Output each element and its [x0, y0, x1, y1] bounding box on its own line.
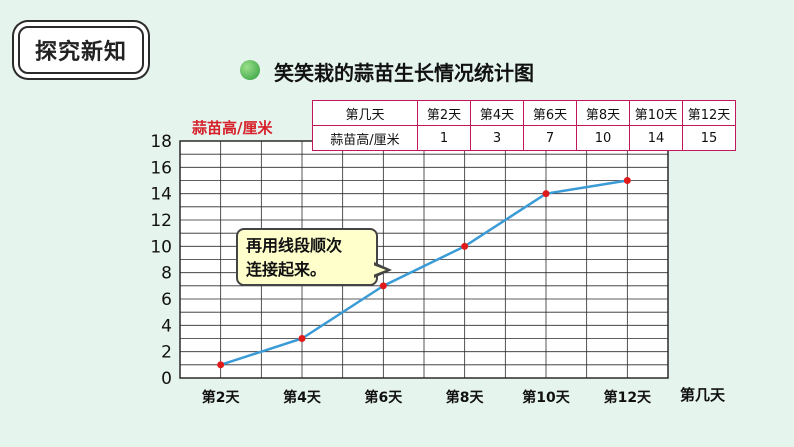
table-cell-height: 15: [682, 125, 736, 151]
y-tick-label: 10: [150, 237, 172, 257]
table-cell-height: 10: [576, 125, 630, 151]
y-tick-label: 6: [161, 290, 172, 310]
x-tick-label: 第2天: [202, 389, 241, 406]
y-tick-label: 12: [150, 211, 172, 231]
table-cell-day: 第4天: [470, 100, 524, 126]
y-tick-label: 16: [150, 158, 172, 178]
chart-title: 笑笑栽的蒜苗生长情况统计图: [274, 61, 534, 85]
table-cell-height: 3: [470, 125, 524, 151]
y-tick-label: 4: [161, 316, 172, 336]
x-tick-label: 第10天: [522, 389, 570, 406]
table-header-height: 蒜苗高/厘米: [312, 125, 418, 151]
speech-bubble: 再用线段顺次 连接起来。: [236, 228, 378, 286]
x-axis-label: 第几天: [680, 386, 726, 404]
section-badge: 探究新知: [18, 26, 144, 74]
y-tick-label: 14: [150, 185, 172, 205]
table-row: 第几天 第2天 第4天 第6天 第8天 第10天 第12天: [312, 100, 736, 126]
title-bullet-icon: [240, 60, 260, 80]
x-tick-label: 第8天: [446, 389, 485, 406]
data-point: [379, 282, 387, 290]
data-point: [298, 335, 306, 342]
table-cell-day: 第8天: [576, 100, 630, 126]
table-cell-height: 1: [417, 125, 471, 151]
y-tick-label: 2: [161, 343, 172, 363]
speech-bubble-line: 连接起来。: [246, 260, 327, 279]
table-cell-day: 第12天: [682, 100, 736, 126]
table-row: 蒜苗高/厘米 1 3 7 10 14 15: [312, 125, 736, 151]
y-tick-label: 8: [161, 264, 172, 284]
table-cell-height: 7: [523, 125, 577, 151]
table-cell-height: 14: [629, 125, 683, 151]
y-axis-label: 蒜苗高/厘米: [192, 119, 273, 137]
data-point: [461, 242, 469, 250]
data-point: [623, 177, 631, 184]
table-header-day: 第几天: [312, 100, 418, 126]
data-table: 第几天 第2天 第4天 第6天 第8天 第10天 第12天 蒜苗高/厘米 1 3…: [312, 100, 736, 151]
x-tick-label: 第6天: [364, 389, 403, 406]
speech-bubble-line: 再用线段顺次: [246, 236, 343, 255]
table-cell-day: 第2天: [417, 100, 471, 126]
y-tick-label: 18: [150, 132, 172, 152]
data-point: [217, 361, 225, 369]
series-line: [220, 179, 628, 367]
speech-bubble-tail-fill: [373, 265, 386, 275]
x-tick-label: 第4天: [283, 389, 322, 406]
y-tick-label: 0: [161, 369, 172, 389]
table-cell-day: 第10天: [629, 100, 683, 126]
data-point: [542, 190, 550, 198]
table-cell-day: 第6天: [523, 100, 577, 126]
x-tick-label: 第12天: [604, 389, 652, 406]
